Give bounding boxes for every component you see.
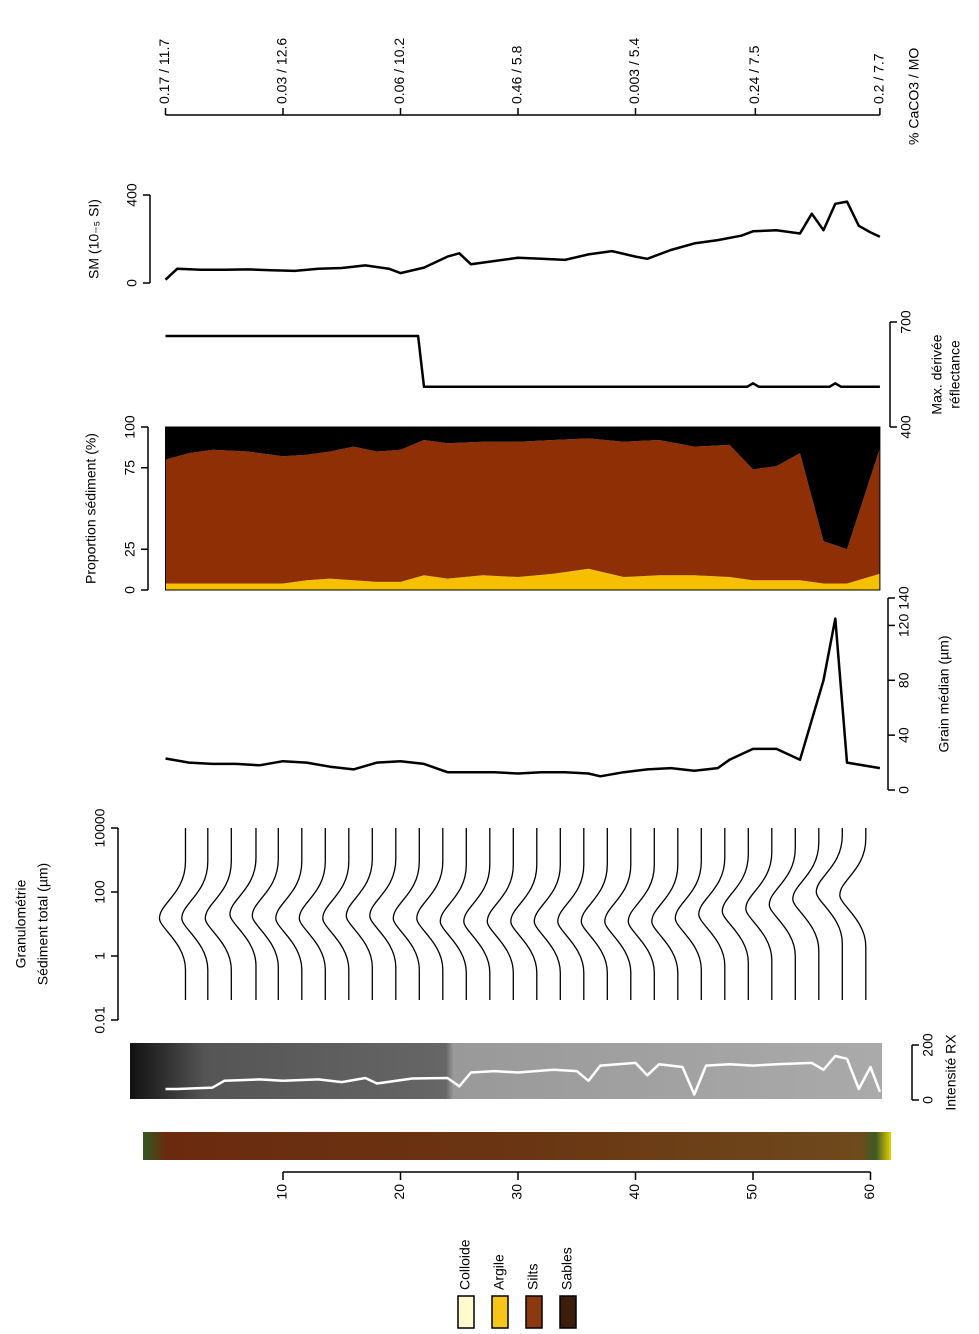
y-tick-label: 140 (896, 586, 912, 610)
distribution-curve (533, 828, 561, 1000)
y-axis-label: SM (10₋₅ SI) (86, 199, 102, 279)
scale-label: 0.2 / 7.7 (871, 53, 887, 104)
distribution-curve (627, 828, 655, 1000)
distribution-curve (674, 828, 702, 1000)
distribution-curve (815, 828, 843, 1000)
scale-label: 0.06 / 10.2 (391, 38, 407, 104)
y-tick-label: 0 (122, 586, 138, 594)
plot-frame (165, 426, 881, 591)
y-tick-label: 400 (898, 415, 914, 439)
y-tick-label: 40 (896, 727, 912, 743)
distribution-curve (510, 828, 538, 1000)
y-axis-label: réflectance (947, 340, 963, 409)
scale-label: 0.03 / 12.6 (274, 38, 290, 104)
distribution-curve (486, 828, 514, 1000)
data-line (165, 334, 880, 389)
scale-label: 0.003 / 5.4 (626, 38, 642, 104)
stacked-area (165, 427, 880, 550)
data-line (165, 617, 881, 778)
y-tick-label: 100 (92, 880, 108, 904)
y-tick-label: 700 (898, 310, 914, 334)
distribution-curve (439, 828, 467, 1000)
distribution-curve (839, 828, 867, 1000)
distribution-curve (298, 828, 326, 1000)
depth-tick-label: 20 (391, 1184, 407, 1200)
legend-label: Argile (491, 1254, 507, 1290)
y-tick-label: 0 (124, 279, 140, 287)
legend-swatch (525, 1295, 543, 1329)
scale-label: 0.17 / 11.7 (156, 39, 172, 104)
scale-label: 0.24 / 7.5 (746, 45, 762, 104)
distribution-curve (745, 828, 773, 1000)
legend-swatch (491, 1295, 509, 1329)
legend-swatch (457, 1295, 475, 1329)
y-tick-label: 10000 (92, 808, 108, 847)
depth-tick-label: 60 (861, 1184, 877, 1200)
distribution-curve (229, 828, 257, 1000)
legend-label: Colloide (457, 1239, 473, 1290)
y-tick-label: 120 (896, 614, 912, 638)
scale-title: % CaCO3 / MO (906, 48, 922, 145)
distribution-curve (416, 828, 444, 1000)
y-tick-label: 0.01 (92, 1006, 108, 1033)
distribution-curve (158, 828, 187, 1000)
legend-swatch (559, 1295, 577, 1329)
y-axis-label: Granulométrie (13, 879, 29, 968)
distribution-curve (651, 828, 679, 1000)
y-tick-label: 80 (896, 672, 912, 688)
distribution-curve (557, 828, 585, 1000)
distribution-curve (369, 828, 397, 1000)
y-tick-label: 1 (92, 952, 108, 960)
y-tick-label: 100 (122, 415, 138, 439)
distribution-curve (204, 828, 232, 1000)
y-tick-label: 400 (124, 183, 140, 207)
data-line (164, 200, 881, 281)
depth-tick-label: 40 (626, 1184, 642, 1200)
y-axis-label: Sédiment total (µm) (35, 863, 51, 985)
data-line (165, 1054, 882, 1096)
stacked-area (165, 438, 880, 584)
distribution-curve (768, 828, 796, 1000)
distribution-curve (721, 828, 749, 1000)
distribution-curve (604, 828, 632, 1000)
y-axis-label: Max. dérivée (929, 334, 945, 414)
legend-label: Silts (525, 1264, 541, 1290)
distribution-curve (275, 828, 303, 1000)
y-tick-label: 200 (920, 1033, 936, 1057)
depth-tick-label: 50 (744, 1184, 760, 1200)
scale-label: 0.46 / 5.8 (509, 45, 525, 104)
stacked-area (165, 568, 880, 590)
y-tick-label: 0 (920, 1096, 936, 1104)
y-axis-label: Intensité RX (943, 1034, 959, 1111)
distribution-curve (698, 828, 726, 1000)
legend-label: Sables (559, 1247, 575, 1290)
distribution-curve (181, 828, 209, 1000)
distribution-curve (792, 828, 820, 1000)
distribution-curve (322, 828, 350, 1000)
depth-tick-label: 30 (509, 1184, 525, 1200)
distribution-curve (392, 828, 420, 1000)
distribution-curve (463, 828, 491, 1000)
distribution-curve (251, 828, 279, 1000)
y-tick-label: 25 (122, 541, 138, 557)
distribution-curve (345, 828, 373, 1000)
core-photo (143, 1132, 891, 1160)
y-tick-label: 75 (122, 460, 138, 476)
y-axis-label: Grain médian (µm) (936, 636, 952, 753)
depth-tick-label: 10 (274, 1184, 290, 1200)
distribution-curve (580, 828, 608, 1000)
y-axis-label: Proportion sédiment (%) (83, 433, 99, 584)
y-tick-label: 0 (896, 786, 912, 794)
